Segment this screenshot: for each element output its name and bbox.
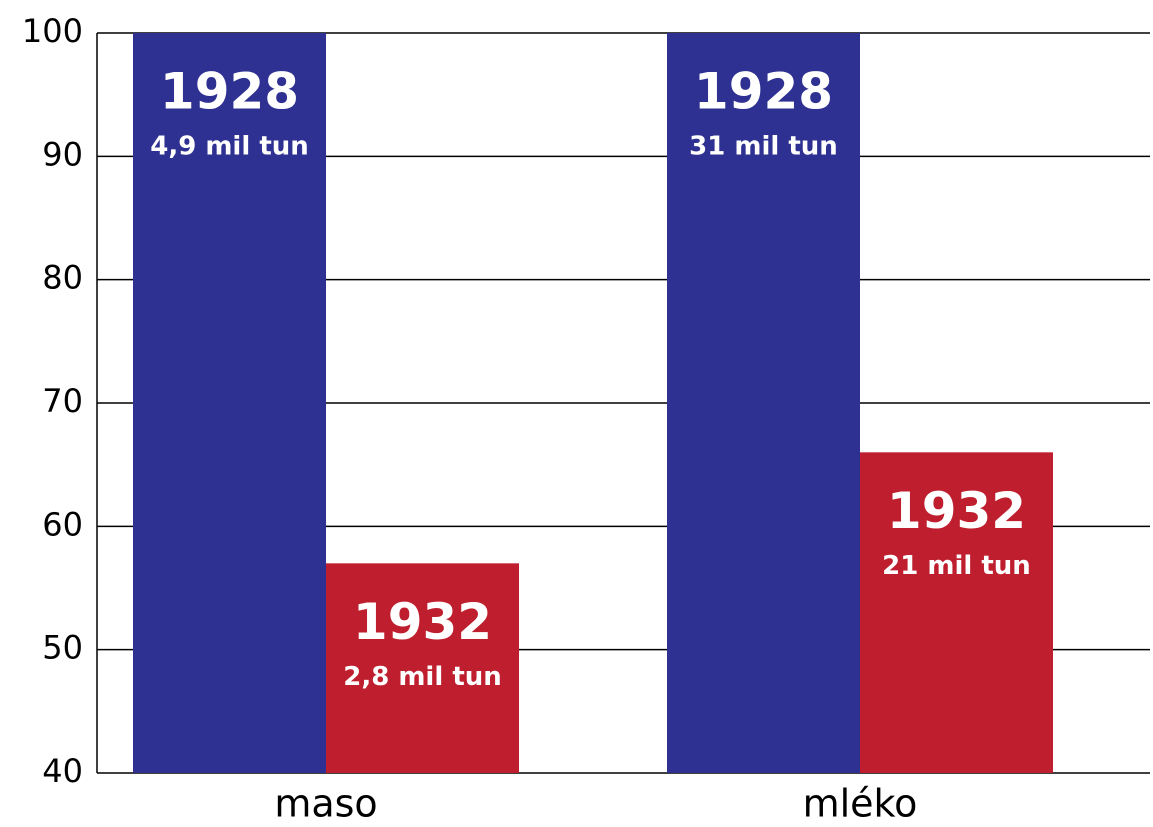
bar-amount-label: 2,8 mil tun (343, 662, 502, 692)
bar-amount-label: 4,9 mil tun (150, 132, 309, 162)
y-tick-label: 40 (42, 752, 83, 790)
y-tick-label: 50 (42, 629, 83, 667)
bar-series-label: 1928 (160, 63, 299, 121)
x-tick-label: mléko (803, 782, 918, 826)
y-tick-label: 100 (22, 12, 83, 50)
y-tick-label: 60 (42, 505, 83, 543)
x-tick-label: maso (274, 782, 377, 826)
bar-series-label: 1932 (353, 593, 492, 651)
bar-amount-label: 31 mil tun (689, 132, 838, 162)
y-tick-label: 90 (42, 135, 83, 173)
bar (860, 452, 1053, 773)
bar-series-label: 1932 (887, 482, 1026, 540)
bar-amount-label: 21 mil tun (882, 551, 1031, 581)
bar (667, 33, 860, 773)
bar (133, 33, 326, 773)
bar-series-label: 1928 (694, 63, 833, 121)
bar (326, 563, 519, 773)
y-tick-label: 80 (42, 259, 83, 297)
y-tick-label: 70 (42, 382, 83, 420)
